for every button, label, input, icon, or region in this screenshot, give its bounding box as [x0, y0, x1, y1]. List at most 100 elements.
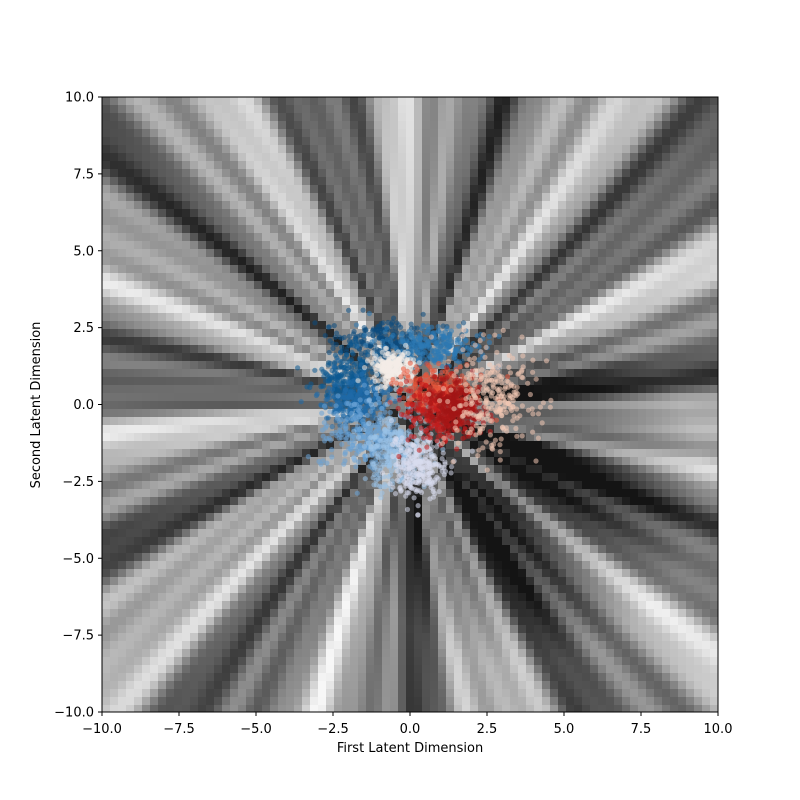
background-cell: [190, 577, 198, 585]
background-cell: [686, 409, 694, 417]
background-cell: [326, 177, 334, 185]
background-cell: [382, 497, 390, 505]
background-cell: [366, 177, 374, 185]
background-cell: [198, 129, 206, 137]
background-cell: [670, 185, 678, 193]
background-cell: [678, 305, 686, 313]
background-cell: [246, 225, 254, 233]
background-cell: [390, 577, 398, 585]
background-cell: [678, 121, 686, 129]
background-cell: [622, 121, 630, 129]
background-cell: [214, 297, 222, 305]
background-cell: [542, 505, 550, 513]
background-cell: [254, 153, 262, 161]
background-cell: [534, 473, 542, 481]
background-cell: [286, 273, 294, 281]
background-cell: [422, 585, 430, 593]
background-cell: [598, 561, 606, 569]
background-cell: [422, 105, 430, 113]
background-cell: [294, 553, 302, 561]
background-cell: [534, 553, 542, 561]
background-cell: [254, 217, 262, 225]
background-cell: [614, 489, 622, 497]
background-cell: [638, 609, 646, 617]
background-cell: [366, 321, 374, 329]
background-cell: [286, 465, 294, 473]
background-cell: [398, 585, 406, 593]
background-cell: [510, 505, 518, 513]
background-cell: [158, 97, 166, 105]
background-cell: [174, 249, 182, 257]
background-cell: [158, 217, 166, 225]
background-cell: [182, 289, 190, 297]
background-cell: [222, 553, 230, 561]
background-cell: [582, 609, 590, 617]
background-cell: [486, 121, 494, 129]
background-cell: [374, 185, 382, 193]
background-cell: [438, 313, 446, 321]
background-cell: [422, 281, 430, 289]
background-cell: [230, 273, 238, 281]
background-cell: [470, 121, 478, 129]
background-cell: [430, 457, 438, 465]
background-cell: [302, 529, 310, 537]
background-cell: [678, 225, 686, 233]
background-cell: [294, 513, 302, 521]
background-cell: [662, 449, 670, 457]
background-cell: [318, 561, 326, 569]
background-cell: [350, 353, 358, 361]
background-cell: [478, 177, 486, 185]
background-cell: [102, 569, 110, 577]
background-cell: [638, 185, 646, 193]
background-cell: [134, 321, 142, 329]
background-cell: [246, 601, 254, 609]
background-cell: [670, 273, 678, 281]
background-cell: [406, 545, 414, 553]
background-cell: [222, 401, 230, 409]
background-cell: [638, 401, 646, 409]
background-cell: [470, 545, 478, 553]
background-cell: [318, 153, 326, 161]
background-cell: [518, 529, 526, 537]
background-cell: [606, 409, 614, 417]
background-cell: [206, 369, 214, 377]
background-cell: [510, 113, 518, 121]
background-cell: [374, 177, 382, 185]
background-cell: [662, 257, 670, 265]
background-cell: [566, 353, 574, 361]
background-cell: [398, 577, 406, 585]
background-cell: [126, 537, 134, 545]
background-cell: [174, 369, 182, 377]
background-cell: [358, 521, 366, 529]
background-cell: [582, 577, 590, 585]
background-cell: [142, 449, 150, 457]
background-cell: [270, 257, 278, 265]
background-cell: [374, 233, 382, 241]
background-cell: [198, 409, 206, 417]
background-cell: [382, 193, 390, 201]
background-cell: [166, 577, 174, 585]
background-cell: [358, 297, 366, 305]
background-cell: [454, 537, 462, 545]
background-cell: [694, 497, 702, 505]
background-cell: [590, 345, 598, 353]
background-cell: [670, 505, 678, 513]
background-cell: [350, 505, 358, 513]
background-cell: [518, 257, 526, 265]
background-cell: [694, 281, 702, 289]
background-cell: [294, 201, 302, 209]
background-cell: [374, 289, 382, 297]
background-cell: [134, 353, 142, 361]
background-cell: [678, 257, 686, 265]
background-cell: [278, 561, 286, 569]
background-cell: [654, 441, 662, 449]
background-cell: [286, 281, 294, 289]
background-cell: [446, 529, 454, 537]
background-cell: [622, 393, 630, 401]
background-cell: [158, 505, 166, 513]
background-cell: [686, 345, 694, 353]
background-cell: [430, 177, 438, 185]
background-cell: [606, 105, 614, 113]
background-cell: [422, 521, 430, 529]
background-cell: [534, 121, 542, 129]
